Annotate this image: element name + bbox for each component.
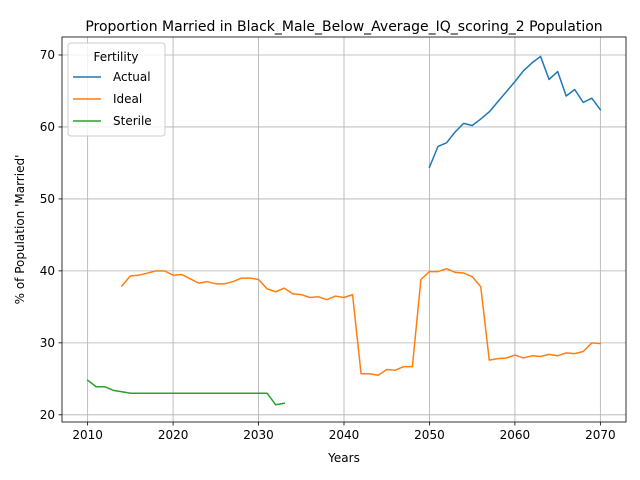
- x-tick-label: 2010: [72, 428, 103, 442]
- y-tick-label: 60: [40, 120, 55, 134]
- x-tick-label: 2060: [500, 428, 531, 442]
- y-tick-label: 40: [40, 264, 55, 278]
- legend: Fertility Actual Ideal Sterile: [67, 42, 166, 137]
- legend-label-actual: Actual: [113, 70, 151, 84]
- y-axis: 20 30 40 50 60 70: [40, 48, 62, 422]
- legend-title: Fertility: [93, 50, 138, 64]
- x-tick-label: 2030: [243, 428, 274, 442]
- series-line-ideal: [120, 267, 602, 376]
- series-line-actual: [428, 55, 602, 169]
- legend-entries: Actual Ideal Sterile: [73, 70, 152, 128]
- y-tick-label: 20: [40, 408, 55, 422]
- y-tick-label: 70: [40, 48, 55, 62]
- legend-label-sterile: Sterile: [113, 114, 152, 128]
- legend-label-ideal: Ideal: [113, 92, 142, 106]
- x-axis: 2010 2020 2030 2040 2050 2060 2070: [72, 422, 616, 442]
- chart-title: Proportion Married in Black_Male_Below_A…: [85, 19, 602, 35]
- x-tick-label: 2040: [329, 428, 360, 442]
- x-tick-label: 2050: [414, 428, 445, 442]
- series-line-sterile: [86, 379, 286, 406]
- legend-frame: [67, 42, 166, 137]
- x-axis-title: Years: [327, 451, 360, 465]
- y-tick-label: 30: [40, 336, 55, 350]
- y-axis-title: % of Population 'Married': [13, 155, 27, 305]
- x-tick-label: 2020: [158, 428, 189, 442]
- series-layer: [86, 55, 602, 406]
- y-tick-label: 50: [40, 192, 55, 206]
- x-tick-label: 2070: [585, 428, 616, 442]
